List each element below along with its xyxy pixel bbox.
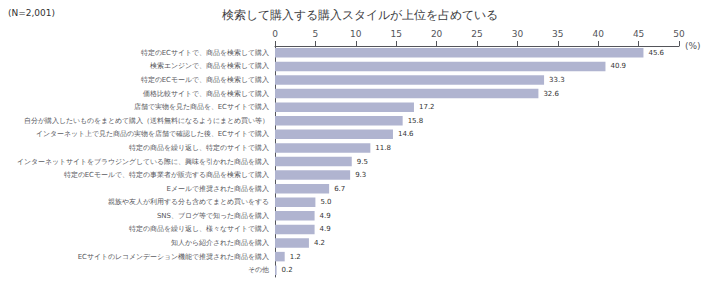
svg-text:0: 0 — [272, 29, 278, 39]
svg-text:30: 30 — [512, 29, 524, 39]
svg-text:0.2: 0.2 — [282, 266, 293, 274]
svg-text:5.0: 5.0 — [320, 198, 331, 206]
svg-text:価格比較サイトで、商品を検索して購入: 価格比較サイトで、商品を検索して購入 — [143, 90, 269, 98]
svg-text:15.8: 15.8 — [408, 117, 424, 125]
svg-text:9.5: 9.5 — [357, 158, 368, 166]
svg-text:4.9: 4.9 — [320, 225, 331, 233]
svg-text:特定のECサイトで、商品を検索して購入: 特定のECサイトで、商品を検索して購入 — [141, 49, 269, 57]
svg-text:40: 40 — [592, 29, 604, 39]
svg-text:9.3: 9.3 — [355, 171, 366, 179]
svg-text:インターネットサイトをブラウジングしている際に、興味を引かれ: インターネットサイトをブラウジングしている際に、興味を引かれた商品を購入 — [17, 158, 269, 166]
svg-text:特定の商品を繰り返し、特定のサイトで購入: 特定の商品を繰り返し、特定のサイトで購入 — [129, 144, 269, 152]
svg-text:32.6: 32.6 — [543, 90, 559, 98]
svg-text:40.9: 40.9 — [610, 62, 626, 70]
svg-text:45.6: 45.6 — [648, 49, 664, 57]
svg-text:4.2: 4.2 — [314, 239, 325, 247]
svg-text:50: 50 — [673, 29, 685, 39]
svg-text:ECサイトのレコメンデーション機能で推奨された商品を購入: ECサイトのレコメンデーション機能で推奨された商品を購入 — [78, 253, 269, 261]
svg-text:Eメールで推奨された商品を購入: Eメールで推奨された商品を購入 — [167, 185, 269, 193]
svg-text:特定のECモールで、商品を検索して購入: 特定のECモールで、商品を検索して購入 — [141, 76, 269, 84]
svg-text:20: 20 — [431, 29, 443, 39]
svg-text:検索して購入する購入スタイルが上位を占めている: 検索して購入する購入スタイルが上位を占めている — [222, 8, 498, 22]
svg-text:特定の商品を繰り返し、様々なサイトで購入: 特定の商品を繰り返し、様々なサイトで購入 — [129, 225, 269, 233]
svg-text:5: 5 — [313, 29, 319, 39]
svg-text:特定のECモールで、特定の事業者が販売する商品を検索して購入: 特定のECモールで、特定の事業者が販売する商品を検索して購入 — [64, 171, 269, 179]
svg-text:6.7: 6.7 — [334, 185, 345, 193]
svg-text:SNS、ブログ等で知った商品を購入: SNS、ブログ等で知った商品を購入 — [157, 212, 269, 220]
svg-text:35: 35 — [552, 29, 563, 39]
svg-text:10: 10 — [350, 29, 362, 39]
svg-text:インターネット上で見た商品の実物を店舗で確認した後、ECサイ: インターネット上で見た商品の実物を店舗で確認した後、ECサイトで購入 — [36, 130, 269, 138]
svg-text:45: 45 — [633, 29, 644, 39]
svg-text:(N=2,001): (N=2,001) — [8, 8, 55, 18]
svg-text:1.2: 1.2 — [290, 253, 301, 261]
svg-text:14.6: 14.6 — [398, 130, 414, 138]
svg-text:25: 25 — [471, 29, 482, 39]
svg-text:親族や友人が利用する分も含めてまとめ買いをする: 親族や友人が利用する分も含めてまとめ買いをする — [108, 198, 269, 206]
svg-text:(%): (%) — [685, 41, 701, 51]
svg-text:11.8: 11.8 — [375, 144, 391, 152]
svg-text:15: 15 — [390, 29, 401, 39]
svg-text:自分が購入したいものをまとめて購入（送料無料になるようにまと: 自分が購入したいものをまとめて購入（送料無料になるようにまとめ買い等） — [24, 117, 269, 125]
svg-text:4.9: 4.9 — [320, 212, 331, 220]
svg-text:知人から紹介された商品を購入: 知人から紹介された商品を購入 — [171, 239, 269, 247]
svg-text:店舗で実物を見た商品を、ECサイトで購入: 店舗で実物を見た商品を、ECサイトで購入 — [134, 103, 269, 111]
svg-text:17.2: 17.2 — [419, 103, 435, 111]
svg-text:検索エンジンで、商品を検索して購入: 検索エンジンで、商品を検索して購入 — [150, 62, 269, 70]
svg-text:33.3: 33.3 — [549, 76, 565, 84]
svg-text:その他: その他 — [248, 266, 269, 274]
